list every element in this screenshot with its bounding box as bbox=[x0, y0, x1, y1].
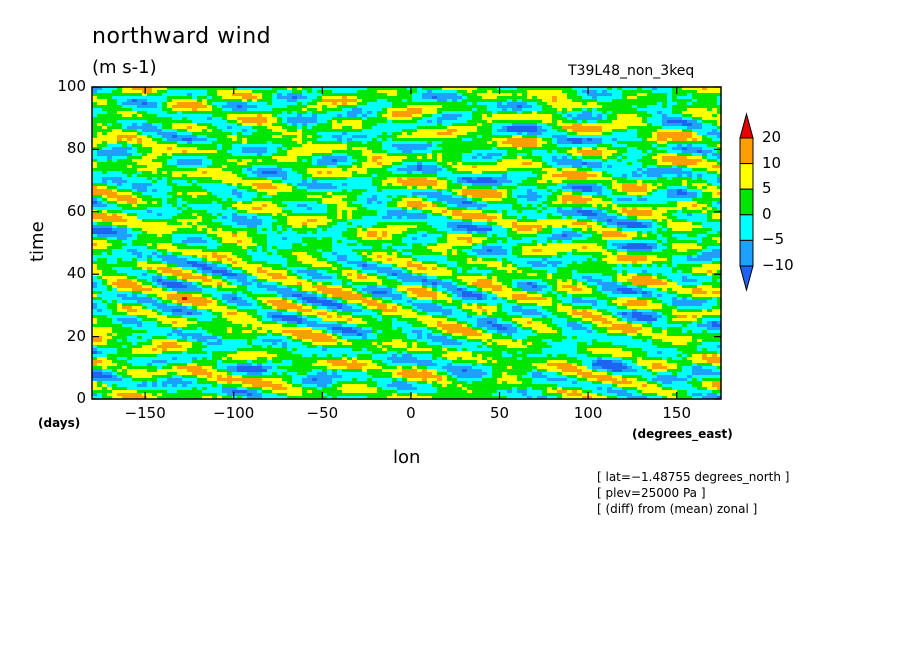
colorbar-label: −5 bbox=[762, 230, 785, 249]
colorbar-label: 20 bbox=[762, 128, 782, 146]
note-latitude: [ lat=−1.48755 degrees_north ] bbox=[597, 470, 790, 484]
y-tick-label: 60 bbox=[66, 201, 86, 220]
colorbar-label: 0 bbox=[762, 204, 772, 223]
x-axis-label: lon bbox=[393, 447, 421, 468]
colorbar-segment bbox=[739, 239, 754, 267]
colorbar-segment bbox=[739, 163, 754, 190]
x-tick-label: 50 bbox=[489, 404, 510, 422]
y-tick-label: 100 bbox=[57, 77, 86, 95]
x-tick-label: 150 bbox=[662, 404, 692, 422]
y-tick-label: 80 bbox=[66, 139, 86, 158]
chart-units: (m s-1) bbox=[92, 57, 157, 78]
colorbar-segment bbox=[739, 137, 754, 165]
y-tick-label: 0 bbox=[76, 389, 86, 407]
heatmap-field bbox=[92, 87, 721, 399]
note-zonal-difference: [ (diff) from (mean) zonal ] bbox=[597, 502, 758, 516]
x-tick-label: −100 bbox=[213, 404, 255, 422]
colorbar-max-arrow bbox=[739, 112, 754, 139]
x-tick-label: −50 bbox=[306, 404, 339, 422]
y-axis-unit: (days) bbox=[38, 416, 81, 430]
x-tick-label: 100 bbox=[573, 404, 603, 422]
y-tick-label: 40 bbox=[66, 264, 86, 283]
colorbar-label: 5 bbox=[762, 179, 772, 198]
x-tick-label: 0 bbox=[406, 404, 416, 422]
chart-title: northward wind bbox=[92, 24, 272, 49]
note-pressure-level: [ plev=25000 Pa ] bbox=[597, 486, 706, 500]
y-tick-label: 20 bbox=[66, 326, 86, 345]
axis-ticks bbox=[92, 86, 721, 400]
colorbar-segment bbox=[739, 214, 754, 241]
colorbar-segment bbox=[739, 188, 754, 216]
colorbar-label: −10 bbox=[762, 256, 794, 274]
colorbar bbox=[739, 112, 754, 292]
x-axis-unit: (degrees_east) bbox=[632, 427, 733, 441]
colorbar-min-arrow bbox=[739, 265, 754, 292]
colorbar-label: 10 bbox=[762, 153, 782, 172]
x-tick-label: −150 bbox=[124, 404, 166, 422]
run-label: T39L48_non_3keq bbox=[568, 63, 695, 79]
plot-frame bbox=[91, 86, 722, 400]
